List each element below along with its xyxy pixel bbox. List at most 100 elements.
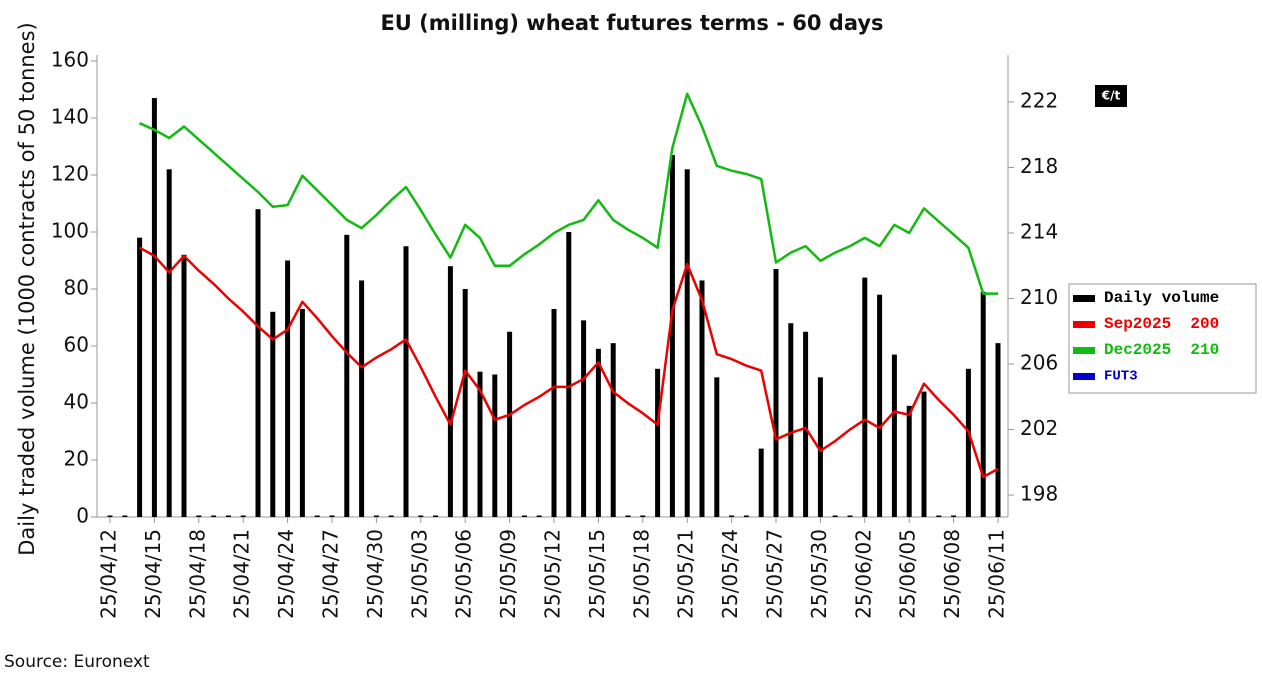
unit-box [1095,85,1127,107]
y-tick-label: 140 [51,105,89,129]
bar [521,515,527,517]
bar [729,515,735,517]
x-tick-label: 25/05/15 [585,529,609,619]
y2-tick-label: 222 [1020,88,1058,112]
y2-tick-label: 206 [1020,351,1058,375]
bar [803,331,809,517]
bar [373,515,379,517]
bar [507,331,513,517]
bar [255,209,261,517]
x-tick-label: 25/05/03 [407,529,431,619]
bar [832,515,838,517]
bar [107,515,113,517]
y-tick-label: 40 [64,390,89,414]
bar [891,354,897,517]
y2-tick-label: 218 [1020,154,1058,178]
legend-label: Daily volume [1104,289,1219,307]
y-tick-label: 60 [64,333,89,357]
bar [270,311,276,517]
x-tick-label: 25/04/18 [185,529,209,619]
bar [433,515,439,517]
y-tick-label: 20 [64,447,89,471]
bar [285,260,291,517]
source: Source: Euronext [4,652,150,672]
bar [936,515,942,517]
bar [655,368,661,517]
line [138,246,999,479]
legend-swatch [1073,295,1095,302]
y-tick-label: 80 [64,276,89,300]
legend-box [1068,283,1257,394]
bar [625,515,631,517]
bar [359,280,365,517]
bar [196,515,202,517]
bar [329,515,335,517]
bar [418,515,424,517]
bar [995,343,1001,517]
bar [640,515,646,517]
bar [714,377,720,517]
bar [877,294,883,517]
bar [211,515,217,517]
x-tick-label: 25/04/15 [141,529,165,619]
x-tick-label: 25/06/05 [896,529,920,619]
bar [743,515,749,517]
bar [181,254,187,518]
bar [314,515,320,517]
y2-tick-label: 202 [1020,416,1058,440]
bar [965,368,971,517]
bar [137,237,143,517]
legend-swatch [1073,373,1095,380]
bar [581,320,587,517]
x-tick-label: 25/05/21 [674,529,698,619]
x-tick-label: 25/05/12 [541,529,565,619]
y2-tick-label: 214 [1020,219,1058,243]
bar [447,266,453,517]
legend-swatch [1073,347,1095,354]
bar [344,234,350,517]
bar [862,277,868,517]
legend-label: Dec2025 210 [1104,341,1219,359]
bar [536,515,542,517]
bar [951,515,957,517]
bar [595,348,601,517]
x-tick-label: 25/06/02 [851,529,875,619]
bar [773,269,779,517]
chart-title: EU (milling) wheat futures terms - 60 da… [380,11,883,35]
bar [847,515,853,517]
bar [403,246,409,517]
y2-unit: €/t [1101,89,1121,103]
x-tick-label: 25/05/30 [807,529,831,619]
bar [551,308,557,517]
bar [906,405,912,517]
x-tick-label: 25/05/27 [763,529,787,619]
y-tick-label: 0 [76,504,89,528]
x-tick-label: 25/05/06 [452,529,476,619]
x-tick-label: 25/04/21 [230,529,254,619]
y-tick-label: 160 [51,48,89,72]
bar [299,308,305,517]
bar [817,377,823,517]
y2-tick-label: 198 [1020,482,1058,506]
x-tick-label: 25/04/24 [274,529,298,619]
bar [477,371,483,517]
bar [492,374,498,517]
line [139,92,998,295]
x-tick-label: 25/06/11 [985,529,1009,619]
y-tick-label: 100 [51,219,89,243]
bar [699,280,705,517]
x-tick-label: 25/04/12 [97,529,121,619]
bar [388,515,394,517]
bar [758,448,764,517]
bar [225,515,231,517]
bar [462,289,468,517]
legend-swatch [1073,321,1095,328]
bar [610,343,616,517]
bar [566,232,572,517]
y-tick-label: 120 [51,162,89,186]
bar [122,515,128,517]
bar [669,155,675,518]
legend-label: FUT3 [1104,369,1138,385]
bar [788,323,794,517]
